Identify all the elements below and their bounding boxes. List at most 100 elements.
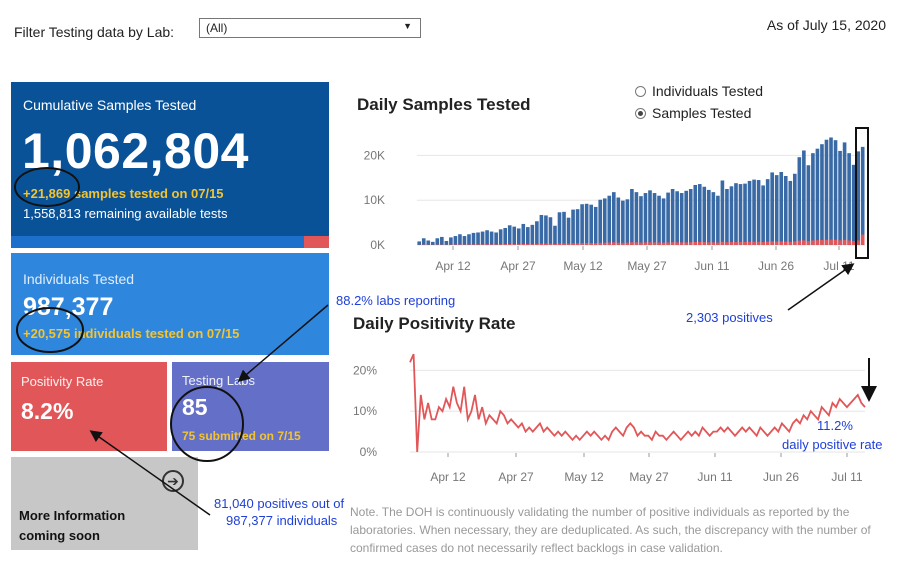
- toggle-individuals[interactable]: Individuals Tested: [635, 83, 763, 99]
- positive-bar: [598, 242, 603, 245]
- positive-bar: [829, 239, 833, 245]
- sample-bar: [539, 214, 544, 245]
- positivity-chart-title: Daily Positivity Rate: [353, 314, 516, 333]
- x-tick-label: May 27: [629, 470, 669, 484]
- lab-filter-select[interactable]: (All) ▼: [199, 18, 421, 38]
- positive-bar: [652, 242, 657, 245]
- positive-bar: [670, 242, 675, 245]
- rate-label-annotation: daily positive rate: [782, 437, 883, 452]
- radio-icon[interactable]: [635, 86, 646, 97]
- sample-bar: [797, 157, 802, 245]
- sample-bar: [521, 223, 526, 245]
- positivity-line: [409, 353, 866, 453]
- x-tick-label: Jul 11: [831, 470, 862, 484]
- positive-bar: [602, 242, 607, 245]
- positive-bar: [616, 242, 621, 245]
- sample-bar: [562, 211, 566, 245]
- y-tick-label: 0K: [370, 238, 385, 252]
- positivity-title: Positivity Rate: [21, 374, 104, 389]
- positive-bar: [489, 244, 494, 245]
- positive-bar: [697, 241, 702, 245]
- positive-bar: [811, 240, 815, 245]
- positive-bar: [480, 244, 485, 245]
- positive-bar: [657, 242, 661, 245]
- toggle-samples-label: Samples Tested: [652, 105, 752, 121]
- positives-annotation: 2,303 positives: [686, 310, 773, 325]
- sample-bar: [824, 139, 829, 245]
- positivity-rate-card: Positivity Rate 8.2%: [11, 362, 167, 451]
- positive-bar: [851, 240, 856, 245]
- arrow-right-icon[interactable]: ➔: [162, 470, 184, 492]
- positive-bar: [820, 239, 824, 245]
- positive-bar: [752, 241, 756, 245]
- positive-bar: [539, 243, 544, 245]
- positive-bar: [575, 243, 580, 245]
- sample-bar: [526, 227, 530, 245]
- y-tick-label: 20K: [364, 148, 385, 162]
- x-tick-label: Jun 26: [763, 470, 799, 484]
- sample-bar: [417, 241, 422, 245]
- positive-bar: [516, 244, 521, 245]
- positive-bar: [815, 240, 820, 245]
- x-tick-label: Apr 12: [430, 470, 466, 484]
- sample-bar: [639, 196, 643, 245]
- positive-bar: [711, 242, 716, 245]
- y-tick-label: 10K: [364, 193, 385, 207]
- sample-bar: [625, 199, 630, 245]
- sample-bar: [566, 217, 571, 245]
- sample-bar: [734, 183, 738, 245]
- sample-bar: [729, 186, 734, 245]
- cumulative-daily: +21,869 samples tested on 07/15: [23, 186, 224, 201]
- rate-value-annotation: 11.2%: [817, 418, 853, 433]
- positive-bar: [544, 243, 548, 245]
- sample-bar: [602, 198, 607, 245]
- chevron-down-icon[interactable]: ▼: [403, 21, 412, 31]
- sample-bar: [611, 192, 616, 245]
- positive-bar: [607, 242, 612, 245]
- sample-bar: [811, 153, 815, 245]
- sample-bar: [743, 183, 747, 245]
- x-tick-label: Apr 12: [435, 259, 471, 273]
- positive-bar: [707, 242, 711, 245]
- toggle-samples[interactable]: Samples Tested: [635, 105, 751, 121]
- sample-bar: [507, 225, 512, 245]
- sample-bar: [634, 192, 639, 245]
- positive-bar: [747, 241, 752, 245]
- positive-bar: [634, 242, 639, 245]
- x-tick-label: Apr 27: [500, 259, 536, 273]
- sample-bar: [851, 164, 856, 245]
- positive-bar: [535, 243, 539, 245]
- positive-bar: [770, 241, 774, 245]
- positive-bar: [571, 243, 575, 245]
- sample-bar: [498, 229, 503, 245]
- sample-bar: [792, 173, 797, 245]
- positive-bar: [530, 244, 535, 245]
- sample-bar: [544, 215, 548, 245]
- positive-bar: [679, 242, 684, 245]
- positive-bar: [521, 243, 526, 245]
- sample-bar: [589, 204, 593, 245]
- toggle-individuals-label: Individuals Tested: [652, 83, 764, 99]
- positive-bar: [639, 242, 643, 245]
- positive-bar: [557, 243, 562, 245]
- sample-bar: [444, 240, 449, 245]
- sample-bar: [788, 180, 793, 245]
- sample-bar: [833, 140, 838, 245]
- sample-bar: [670, 189, 675, 245]
- positive-bar: [734, 241, 738, 245]
- individuals-total-annotation: 987,377 individuals: [226, 513, 338, 528]
- positive-bar: [693, 241, 698, 245]
- sample-bar: [657, 195, 661, 245]
- individuals-title: Individuals Tested: [23, 271, 135, 287]
- sample-bar: [575, 209, 580, 245]
- sample-bar: [802, 150, 806, 245]
- positive-bar: [643, 242, 648, 245]
- x-tick-label: Jun 26: [758, 259, 794, 273]
- sample-bar: [707, 189, 711, 245]
- x-tick-label: Jul 11: [823, 259, 854, 273]
- radio-selected-icon[interactable]: [635, 108, 646, 119]
- positive-bar: [761, 242, 765, 245]
- positive-bar: [507, 244, 512, 245]
- positive-bar: [725, 242, 729, 245]
- positive-bar: [526, 244, 530, 245]
